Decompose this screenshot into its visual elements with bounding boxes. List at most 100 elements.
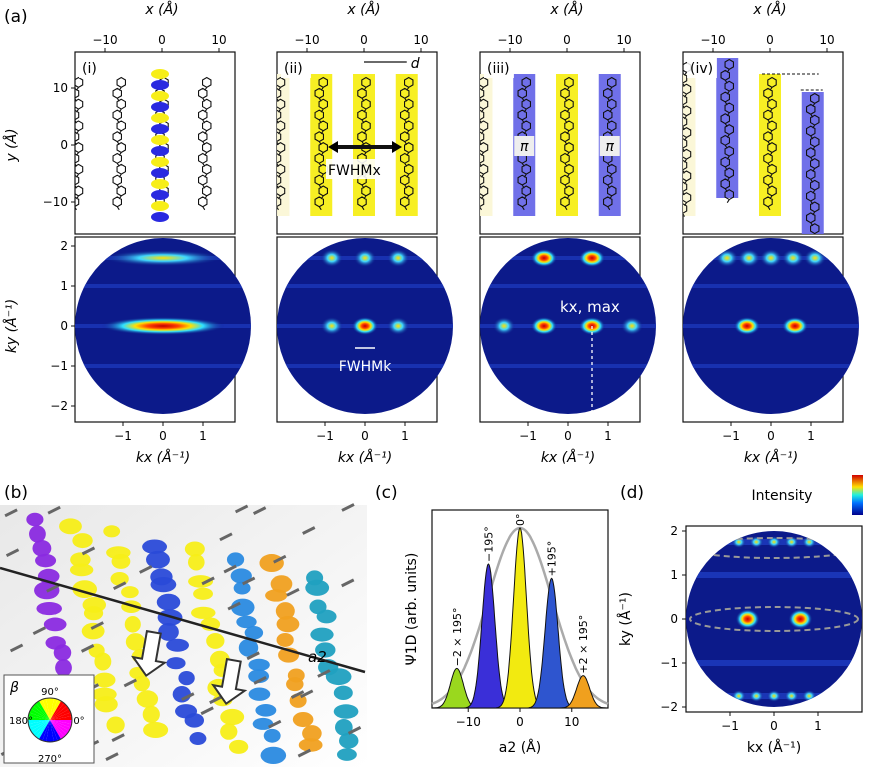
- orbital-lobe: [151, 102, 169, 112]
- wheel-segment: [50, 700, 65, 720]
- kx-tick-label: −1: [721, 719, 739, 733]
- orbital-lobe: [189, 732, 207, 746]
- column-highlight: [845, 74, 867, 216]
- x-axis-label: x (Å): [144, 1, 178, 18]
- orbital-lobe: [230, 568, 252, 584]
- kx-tick-label: 1: [199, 429, 207, 443]
- orbital-lobe: [315, 642, 336, 658]
- subpanel-label-bg: [79, 58, 109, 78]
- orbital-lobe: [166, 638, 189, 652]
- orbital-lobe: [156, 593, 181, 611]
- orbital-lobe: [275, 602, 295, 620]
- k-spot: [696, 536, 711, 548]
- k-streak: [480, 364, 656, 368]
- a2-direction-line: [0, 566, 366, 674]
- orbital-lobe: [184, 713, 205, 728]
- orbital-lobe: [188, 575, 214, 588]
- molecule-bond: [252, 506, 267, 515]
- molecule-bond: [4, 508, 18, 518]
- kx-tick-label: −1: [316, 429, 334, 443]
- k-spot: [819, 690, 834, 702]
- k-spot: [531, 317, 557, 335]
- kx-axis-label: kx (Å⁻¹): [136, 449, 190, 466]
- column-highlight: [642, 74, 664, 216]
- y-axis-label: y (Å): [3, 128, 20, 162]
- x-tick-label: 0: [158, 33, 166, 47]
- k-spot: [621, 317, 643, 335]
- wheel-outline: [27, 697, 73, 743]
- wheel-segment: [50, 698, 58, 720]
- orbital-lobe: [193, 587, 213, 600]
- fwhm-x-label: FWHMx: [328, 163, 381, 179]
- panel-c-y-label: Ψ1D (arb. units): [404, 553, 420, 666]
- kx-tick-label: −1: [519, 429, 537, 443]
- molecule-chain: [646, 78, 658, 210]
- orbital-lobe: [316, 609, 337, 624]
- wheel-segment: [30, 720, 50, 735]
- k-streak: [75, 364, 251, 368]
- orbital-lobe: [151, 135, 169, 145]
- orbital-lobe: [238, 638, 259, 657]
- x-tick-label: −10: [92, 33, 117, 47]
- orbital-lobe: [94, 652, 112, 671]
- y-tick-label: 10: [53, 81, 68, 95]
- kx-axis-label: kx (Å⁻¹): [744, 449, 798, 466]
- x-tick-label: 10: [413, 33, 428, 47]
- wheel-segment: [50, 709, 71, 720]
- column-highlight: [716, 58, 739, 198]
- molecule-bond: [90, 621, 104, 630]
- phase-color-wheel: [27, 697, 73, 743]
- orbital-lobe: [337, 748, 357, 761]
- k-spot: [352, 317, 378, 335]
- k-spot: [784, 690, 799, 702]
- orbital-lobe: [55, 659, 72, 677]
- molecule-chain: [806, 92, 820, 234]
- k-spot: [101, 317, 225, 335]
- orbital-lobe: [69, 563, 94, 577]
- k-streak: [683, 284, 859, 288]
- peak-area: [496, 527, 544, 709]
- orbital-lobe: [276, 632, 294, 647]
- wheel-segment: [50, 720, 54, 742]
- orbital-lobe: [220, 723, 238, 740]
- ky-axis-label: ky (Å⁻¹): [3, 299, 20, 353]
- orbital-lobe: [302, 725, 322, 742]
- kx-tick-label: −1: [114, 429, 132, 443]
- wheel-segment: [50, 703, 67, 720]
- subpanel-label: (iii): [487, 61, 510, 77]
- ky-tick-label: 0: [60, 319, 68, 333]
- wheel-segment: [28, 720, 50, 724]
- kx-tick-label: 0: [564, 429, 572, 443]
- orbital-lobe: [151, 91, 169, 101]
- molecule-chain: [480, 76, 489, 211]
- orbital-lobe: [151, 157, 169, 167]
- wheel-segment: [50, 720, 65, 740]
- panel-c-x-label: a2 (Å): [499, 739, 541, 756]
- k-spot: [837, 690, 852, 702]
- orbital-lobe: [231, 598, 255, 617]
- orbital-lobe: [151, 168, 169, 178]
- orbital-lobe: [305, 579, 330, 596]
- k-spot: [767, 690, 781, 702]
- k-spot: [749, 690, 764, 702]
- molecule-bond: [297, 748, 312, 758]
- molecule-bond: [300, 689, 314, 699]
- x-axis-label: x (Å): [752, 1, 786, 18]
- subpanel-label-bg: [281, 58, 311, 78]
- orbital-lobe: [178, 670, 195, 686]
- k-streak: [480, 284, 656, 288]
- wheel-segment: [39, 720, 50, 741]
- orbital-lobe: [124, 616, 141, 633]
- k-spot: [696, 690, 711, 702]
- column-highlight: [759, 74, 781, 216]
- k-spot: [760, 249, 782, 267]
- molecule-bond: [111, 733, 125, 742]
- orbital-lobe: [32, 539, 52, 557]
- x-axis-label: x (Å): [346, 1, 380, 18]
- orbital-lobe: [43, 617, 67, 632]
- k-spot: [387, 249, 410, 267]
- wheel-segment: [50, 720, 67, 737]
- wheel-segment: [42, 720, 50, 742]
- k-spot: [714, 536, 729, 548]
- panel-d-y-label: ky (Å⁻¹): [617, 592, 634, 646]
